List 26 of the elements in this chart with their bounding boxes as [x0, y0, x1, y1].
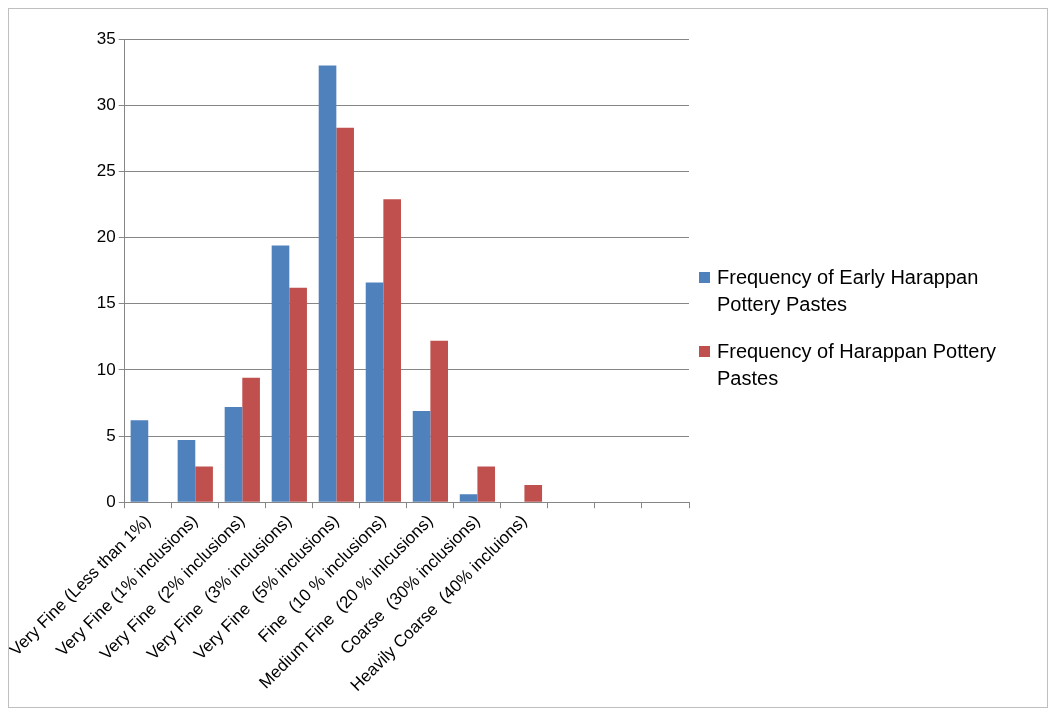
bar: [318, 65, 337, 502]
bar: [383, 199, 401, 502]
legend-label: Frequency of Harappan Pottery Pastes: [717, 339, 998, 391]
bar: [242, 377, 260, 502]
y-tick-label: 15: [96, 293, 116, 313]
y-tick-label: 0: [106, 491, 116, 511]
bar: [365, 282, 384, 502]
bar: [524, 485, 543, 502]
bar: [195, 466, 213, 502]
bar: [459, 494, 478, 502]
y-tick-label: 10: [96, 359, 116, 379]
bar: [412, 410, 431, 502]
bar: [177, 440, 196, 502]
bar: [336, 127, 354, 502]
bar: [477, 466, 496, 502]
bar: [130, 420, 149, 502]
bar: [271, 245, 290, 502]
bar: [430, 340, 449, 502]
bar: [289, 287, 307, 502]
y-tick-label: 25: [96, 161, 116, 181]
y-tick-label: 5: [106, 425, 116, 445]
y-tick-label: 35: [96, 28, 116, 48]
bar: [224, 406, 243, 502]
y-tick-label: 20: [96, 227, 116, 247]
legend-label: Frequency of Early Harappan Pottery Pastes: [717, 265, 980, 317]
y-tick-label: 30: [96, 94, 116, 114]
